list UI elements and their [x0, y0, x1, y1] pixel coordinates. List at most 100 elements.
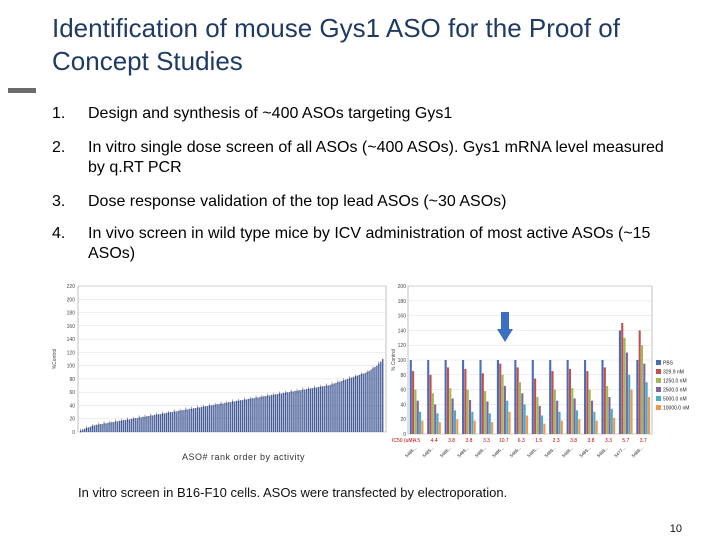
list-item-number: 4.: [52, 225, 66, 242]
chart1-bar: [181, 410, 183, 432]
chart1-bar: [185, 409, 187, 432]
chart1-bar: [269, 395, 271, 432]
list-item-number: 1.: [52, 105, 66, 122]
chart2-ic50-value: 3.8: [466, 438, 473, 444]
chart1-bar: [220, 403, 222, 432]
chart1-bar: [257, 397, 259, 432]
chart1-bar: [107, 422, 109, 432]
chart1-bar: [216, 404, 218, 432]
chart2-bar: [514, 360, 517, 434]
chart2-ic50-value: 1.5: [535, 438, 542, 444]
chart1-bar: [204, 406, 207, 432]
chart2-bar: [591, 400, 594, 434]
chart1-bar: [218, 404, 220, 432]
chart1-bar: [331, 384, 333, 432]
chart2-bar: [551, 371, 554, 434]
chart1-bar: [311, 388, 314, 432]
dose-response-chart: 0 20 40 60 80 100 120 140 160 180 200 % Control IC50…: [391, 284, 689, 458]
chart2-bar: [534, 378, 537, 434]
chart2-bar: [473, 420, 476, 434]
chart2-y-tick-label: 100: [398, 358, 407, 364]
chart1-bar: [235, 400, 238, 432]
chart2-category-label: 5485...: [526, 445, 539, 458]
chart2-bar: [556, 400, 559, 434]
chart1-bar: [329, 384, 331, 432]
chart2-bar: [558, 411, 561, 434]
chart1-bar: [179, 410, 181, 432]
chart1-bar: [93, 425, 96, 432]
chart2-bar: [491, 422, 494, 434]
chart1-bar: [302, 389, 304, 432]
chart1-bar: [270, 394, 273, 432]
chart1-bar: [224, 402, 226, 432]
chart1-bar: [136, 418, 138, 432]
chart2-bar: [419, 411, 422, 434]
chart2-legend-swatch: [656, 405, 661, 410]
chart1-bar: [159, 414, 162, 432]
chart2-bar: [578, 419, 581, 434]
chart1-bar: [144, 416, 146, 432]
chart2-ic50-value: 3.3: [605, 438, 612, 444]
chart2-y-tick-label: 120: [398, 343, 407, 349]
chart1-y-tick-label: 20: [69, 417, 75, 423]
chart1-y-tick-label: 40: [69, 403, 75, 409]
chart1-bar: [109, 422, 111, 432]
chart2-ic50-value: 6.3: [518, 438, 525, 444]
chart2-y-tick-label: 180: [398, 299, 407, 305]
chart1-bar: [337, 382, 339, 432]
chart2-bar: [469, 399, 472, 434]
chart1-bar: [358, 374, 361, 432]
chart2-bar: [488, 413, 491, 434]
slide-title: Identification of mouse Gys1 ASO for the…: [52, 13, 620, 76]
chart1-bar: [290, 391, 292, 432]
chart1-bar: [222, 403, 224, 432]
chart1-bar: [122, 420, 125, 432]
chart1-bar: [282, 392, 285, 432]
chart1-bar: [210, 405, 212, 432]
chart2-ic50-value: 4.4: [431, 438, 438, 444]
chart1-bar: [284, 392, 286, 432]
chart1-bar: [193, 408, 195, 432]
chart1-bar: [157, 414, 160, 432]
list-item-text: In vivo screen in wild type mice by ICV …: [88, 225, 651, 262]
chart2-legend-swatch: [656, 378, 661, 383]
chart1-bar: [83, 428, 86, 432]
chart1-bar: [167, 412, 170, 432]
chart2-legend-swatch: [656, 369, 661, 374]
chart1-bar: [132, 418, 134, 432]
chart1-bar: [97, 424, 99, 432]
chart2-bar: [625, 352, 628, 434]
chart1-bar: [294, 390, 296, 432]
chart2-category-label: 5477...: [613, 445, 626, 458]
chart1-bar: [226, 402, 228, 432]
chart2-bar: [643, 363, 646, 434]
chart1-y-tick-label: 100: [67, 364, 76, 370]
chart2-y-axis-label: % Control: [391, 349, 397, 371]
chart1-bar: [138, 417, 140, 432]
chart1-bar: [105, 423, 107, 432]
chart1-bar: [362, 373, 364, 432]
chart1-bar: [380, 361, 382, 432]
chart1-bar: [354, 376, 357, 432]
chart1-bar: [120, 420, 123, 432]
chart1-bar: [276, 394, 279, 432]
chart2-bar: [638, 330, 641, 434]
chart2-category-label: 5486...: [561, 445, 574, 458]
chart1-bar: [148, 416, 150, 432]
chart1-bar: [360, 374, 362, 432]
chart2-bar: [630, 389, 633, 434]
chart1-bar: [280, 393, 283, 432]
chart1-bar: [249, 398, 251, 432]
chart2-bar: [481, 373, 484, 434]
chart2-bar: [610, 408, 613, 434]
chart1-y-tick-label: 160: [67, 324, 76, 330]
chart2-bar: [608, 397, 611, 434]
chart1-bar: [169, 412, 172, 432]
chart2-ic50-row-label: IC50 (uM): [392, 438, 415, 444]
chart2-bar: [449, 388, 452, 434]
chart1-bar: [315, 387, 318, 432]
chart2-bar: [647, 397, 651, 434]
chart1-bar: [382, 359, 384, 432]
highlight-arrow-icon: [497, 312, 513, 342]
chart1-bar: [198, 407, 201, 432]
